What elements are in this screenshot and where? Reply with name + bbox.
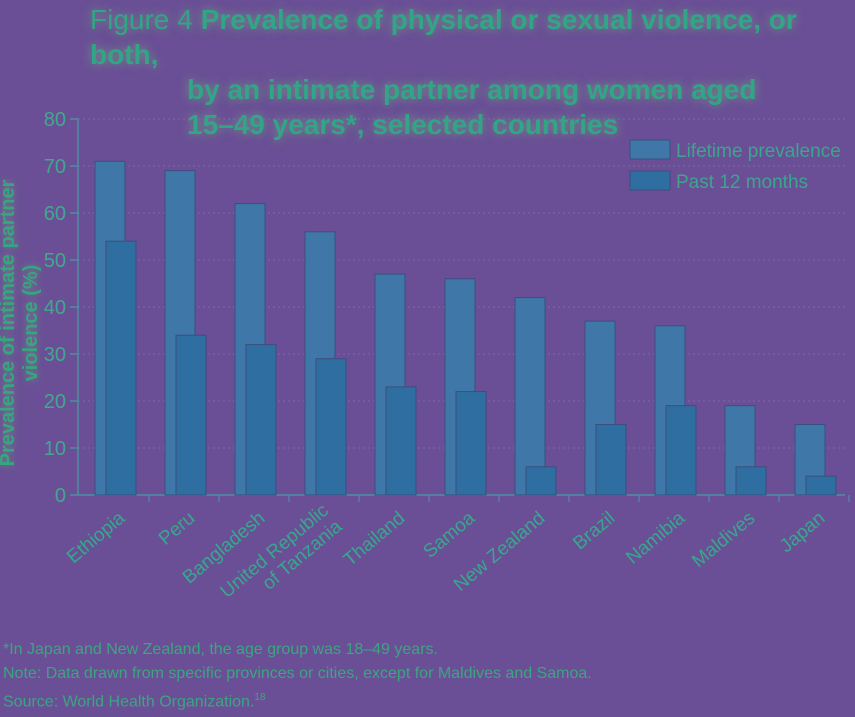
y-tick-label: 20 [44,391,66,413]
y-tick-label: 60 [44,203,66,225]
y-tick-label: 80 [44,109,66,131]
source-note: Source: World Health Organization.18 [3,686,843,714]
bar-past-12-months [385,386,417,496]
y-tick-label: 30 [44,344,66,366]
legend-label: Past 12 months [676,172,808,193]
x-tick-label: Namibia [622,507,689,568]
x-tick-label-line: Samoa [420,507,480,562]
bar-past-12-months [735,466,767,496]
source-reference: 18 [254,692,266,703]
x-tick-label-line: Thailand [340,508,409,571]
data-note: Note: Data drawn from specific provinces… [3,665,592,682]
x-tick-label-line: Maldives [688,508,759,572]
bar-past-12-months [805,475,837,496]
x-tick-label: Maldives [688,508,759,572]
title-line-1: Prevalence of physical or sexual violenc… [90,4,797,70]
x-tick-label-line: Namibia [622,507,689,568]
chart-notes: *In Japan and New Zealand, the age group… [3,638,843,714]
bar-past-12-months [105,240,137,496]
figure-label: Figure 4 [90,4,193,35]
bar-past-12-months [595,424,627,496]
title-line-3: 15–49 years*, selected countries [187,109,619,140]
source-text: Source: World Health Organization. [3,693,255,711]
y-tick-label: 50 [44,250,66,272]
x-tick-label: Samoa [420,507,480,562]
legend-swatch-lifetime [629,139,671,160]
footnote: *In Japan and New Zealand, the age group… [3,641,438,658]
x-tick-label: Japan [776,508,829,557]
x-tick-label: Brazil [569,508,619,555]
bar-past-12-months [245,344,277,496]
legend-label: Lifetime prevalence [676,141,841,162]
title-line-2: by an intimate partner among women aged [187,74,757,105]
x-tick-label: Ethiopia [63,507,129,568]
y-tick-label: 0 [55,485,66,507]
bar-past-12-months [665,405,697,496]
chart-title: Figure 4 Prevalence of physical or sexual… [90,2,850,142]
x-tick-label-line: Japan [776,508,829,557]
x-tick-label-line: Brazil [569,508,619,555]
x-tick-label: Peru [155,508,199,550]
y-tick-label: 70 [44,156,66,178]
bar-past-12-months [455,391,487,496]
bar-past-12-months [175,334,207,496]
x-tick-label-line: Ethiopia [63,507,129,568]
y-tick-label: 40 [44,297,66,319]
x-tick-label: United Republicof Tanzania [217,500,347,619]
bar-lifetime [514,297,546,496]
y-tick-label: 10 [44,438,66,460]
bar-past-12-months [525,466,557,496]
x-tick-label: Thailand [340,508,409,571]
bar-past-12-months [315,358,347,496]
legend-swatch-past-12-months [629,170,671,191]
x-tick-label-line: Peru [155,508,199,550]
